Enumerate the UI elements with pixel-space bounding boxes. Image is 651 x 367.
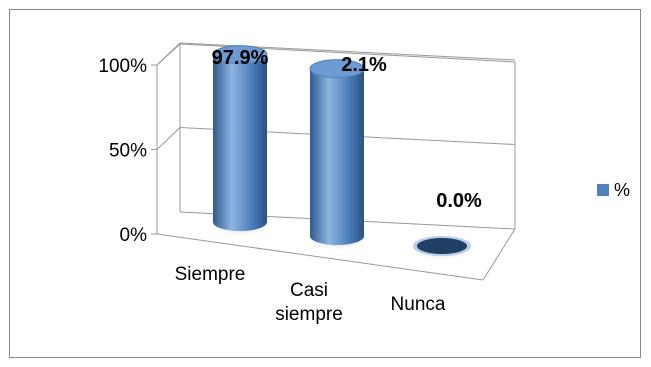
- floor-front-edge: [156, 233, 484, 281]
- y-tick-label: 100%: [98, 56, 147, 77]
- x-tick-label: Nunca: [391, 294, 446, 315]
- bar-body: [213, 54, 267, 231]
- legend: %: [597, 180, 630, 200]
- y-axis-ticks: 0% 50% 100%: [98, 56, 157, 246]
- data-label: 2.1%: [341, 54, 387, 76]
- bar: [208, 45, 272, 236]
- bar-zero-disc: [417, 238, 467, 254]
- floor-right-edge: [482, 228, 516, 281]
- data-label: 0.0%: [436, 190, 482, 212]
- x-axis-ticks: Siempre Casi siempre Nunca: [175, 264, 446, 325]
- bars: [208, 45, 474, 260]
- data-label: 97.9%: [212, 47, 269, 69]
- bar-top: [212, 45, 268, 65]
- legend-swatch: [597, 184, 609, 196]
- x-tick-label: Casi siempre: [275, 280, 343, 325]
- bar: [410, 236, 474, 260]
- x-tick-label: Siempre: [175, 264, 246, 285]
- data-labels: 97.9% 2.1% 0.0%: [212, 47, 482, 212]
- gridline-left: [156, 42, 181, 66]
- bar-body: [310, 68, 364, 245]
- y-tick-label: 50%: [109, 141, 147, 162]
- y-tick-label: 0%: [120, 225, 148, 246]
- gridline-left: [156, 127, 181, 150]
- legend-label: %: [614, 180, 630, 200]
- bar: [305, 59, 369, 250]
- bar-top: [309, 59, 365, 79]
